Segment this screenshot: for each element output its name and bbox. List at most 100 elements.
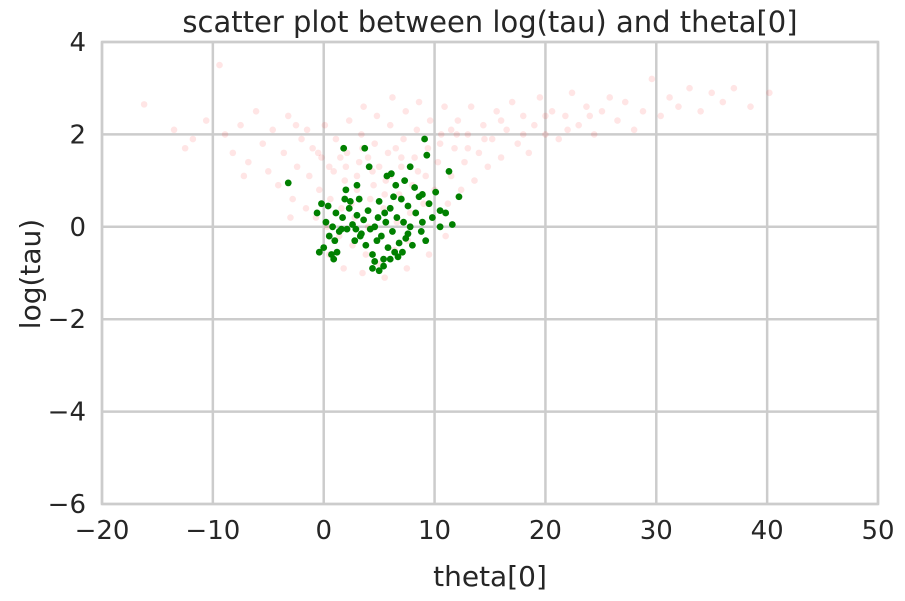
red-data-point (542, 131, 549, 138)
red-data-point (337, 154, 344, 161)
red-data-point (245, 158, 252, 166)
green-data-point (381, 209, 389, 217)
red-data-point (369, 168, 376, 175)
green-data-point (284, 179, 292, 187)
red-data-point (343, 149, 351, 157)
red-data-point (414, 168, 422, 175)
red-data-point (280, 149, 288, 157)
red-data-point (422, 172, 430, 180)
grid-lines (100, 40, 880, 506)
green-data-point (332, 209, 340, 217)
red-data-point (360, 103, 367, 110)
x-tick-label: −20 (75, 516, 130, 546)
red-data-point (411, 154, 418, 161)
green-data-point (373, 237, 381, 245)
green-data-point (315, 248, 323, 256)
green-data-point (397, 195, 405, 203)
red-data-point (536, 94, 544, 101)
green-data-point (406, 223, 414, 231)
red-data-point (403, 265, 411, 272)
green-data-point (390, 193, 397, 201)
green-data-point (395, 239, 403, 247)
red-data-point (648, 75, 656, 83)
red-data-point (657, 112, 665, 120)
red-data-point (451, 144, 458, 152)
red-data-point (497, 117, 505, 124)
green-data-point (375, 197, 383, 205)
red-data-point (216, 61, 223, 69)
green-data-point (386, 204, 394, 212)
green-data-point (455, 193, 463, 201)
green-data-point (371, 258, 379, 265)
red-data-point (303, 126, 311, 134)
red-data-point (442, 232, 449, 240)
red-data-point (675, 103, 682, 110)
green-data-point (401, 177, 409, 185)
red-data-point (371, 140, 379, 147)
red-data-point (373, 112, 381, 120)
red-data-point (358, 131, 365, 138)
green-data-point (338, 225, 345, 233)
green-data-point (448, 221, 456, 228)
red-data-point (338, 205, 345, 212)
green-data-point (318, 200, 325, 208)
red-data-point (503, 126, 510, 134)
green-data-point (341, 195, 349, 203)
red-data-point (697, 108, 704, 115)
red-data-point (467, 103, 475, 110)
red-data-point (181, 144, 189, 152)
red-data-point (436, 140, 444, 147)
red-data-point (293, 163, 301, 171)
red-data-point (389, 94, 396, 101)
red-data-point (583, 103, 590, 110)
green-data-point (340, 144, 348, 152)
red-data-point (240, 172, 248, 180)
red-data-point (315, 186, 323, 194)
red-data-point (586, 112, 594, 120)
green-data-point (371, 223, 379, 231)
red-data-point (259, 140, 267, 147)
green-data-point (320, 244, 328, 251)
red-data-point (708, 89, 716, 97)
red-data-point (353, 172, 361, 180)
red-data-point (425, 251, 433, 258)
red-data-point (519, 112, 527, 120)
red-data-point (330, 168, 337, 175)
green-data-point (361, 144, 369, 152)
green-data-point (412, 209, 420, 217)
green-data-point (399, 248, 406, 256)
red-data-point (302, 205, 310, 212)
green-data-point (428, 214, 436, 221)
red-data-point (398, 154, 405, 161)
green-data-point (331, 237, 339, 245)
red-data-point (447, 126, 455, 134)
red-data-point (202, 117, 210, 124)
red-data-point (325, 163, 333, 171)
green-data-point (436, 223, 444, 231)
green-data-point (423, 151, 431, 159)
red-data-point (454, 117, 462, 124)
red-data-point (274, 181, 282, 189)
red-data-point (444, 200, 452, 207)
green-data-point (364, 207, 372, 215)
y-tick-label: 0 (69, 213, 86, 243)
red-data-point (289, 195, 296, 203)
green-data-point (406, 163, 414, 171)
green-data-point (325, 232, 333, 240)
red-data-point (252, 108, 260, 115)
red-data-point (381, 274, 388, 281)
red-data-point (519, 131, 527, 138)
green-data-point (418, 218, 426, 226)
green-data-point (380, 262, 387, 270)
red-data-point (564, 126, 571, 134)
green-data-point (445, 167, 453, 175)
red-data-point (364, 154, 372, 161)
green-data-point (442, 209, 450, 217)
y-tick-label: 2 (69, 120, 86, 150)
green-data-point (355, 195, 363, 203)
green-data-point (425, 200, 433, 208)
red-data-point (314, 149, 322, 157)
red-data-point (384, 149, 392, 157)
green-data-point (377, 232, 385, 240)
